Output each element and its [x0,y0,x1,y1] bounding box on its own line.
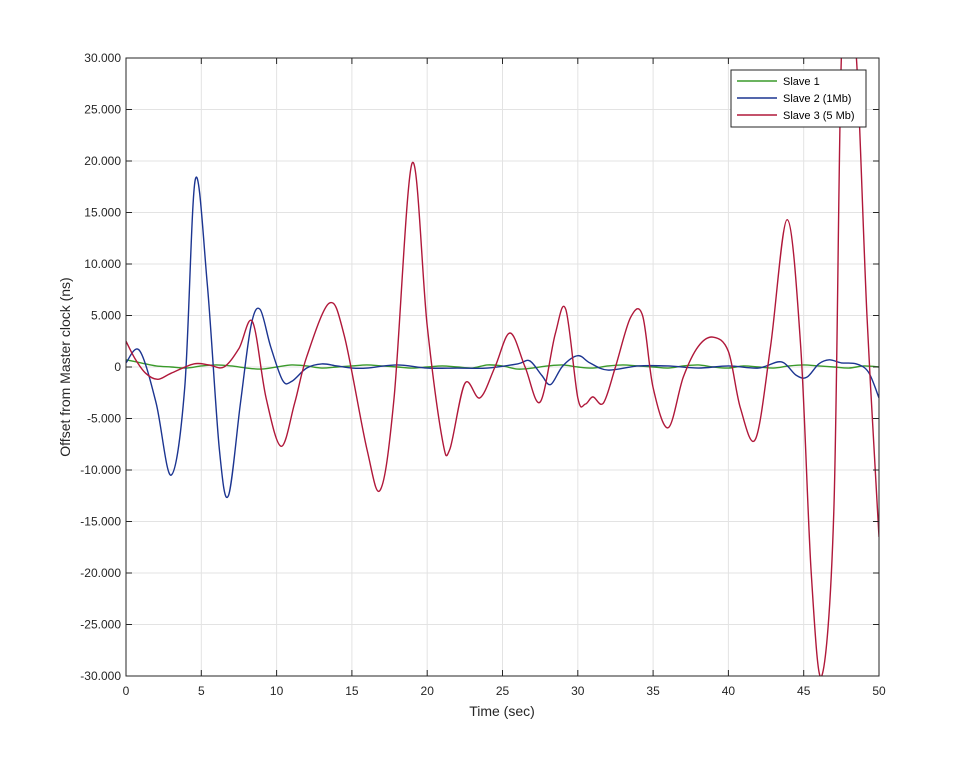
y-tick-label: 10.000 [84,257,121,271]
legend-label: Slave 3 (5 Mb) [783,110,855,122]
x-tick-label: 25 [496,684,510,698]
series-line-3 [126,58,879,676]
x-tick-label: 10 [270,684,284,698]
y-tick-label: -30.000 [80,669,121,683]
axis-ticks [125,57,880,677]
x-axis-label: Time (sec) [469,703,535,719]
y-tick-labels: -30.000 -25.000 -20.000 -15.000 -10.000 -5.00… [80,51,121,683]
y-tick-label: 5.000 [91,309,121,323]
x-tick-label: 20 [421,684,435,698]
legend-label: Slave 1 [783,76,820,88]
y-tick-label: 25.000 [84,103,121,117]
y-tick-label: -15.000 [80,515,121,529]
x-tick-label: 5 [198,684,205,698]
x-tick-label: 15 [345,684,359,698]
series-line-2 [126,176,879,499]
y-tick-label: 20.000 [84,154,121,168]
y-tick-label: -25.000 [80,618,121,632]
x-tick-label: 0 [123,684,130,698]
y-tick-label: 0 [114,360,121,374]
x-tick-label: 40 [722,684,736,698]
x-tick-labels: 0 5 10 15 20 25 30 35 40 45 50 [123,684,886,698]
y-tick-label: 15.000 [84,206,121,220]
series-layer [126,58,879,676]
x-tick-label: 45 [797,684,811,698]
y-tick-label: 30.000 [84,51,121,65]
y-tick-label: -20.000 [80,566,121,580]
x-tick-label: 35 [646,684,660,698]
y-tick-label: -10.000 [80,463,121,477]
y-axis-label: Offset from Master clock (ns) [57,277,73,456]
x-tick-label: 30 [571,684,585,698]
x-tick-label: 50 [872,684,886,698]
y-tick-label: -5.000 [87,412,121,426]
legend-label: Slave 2 (1Mb) [783,93,851,105]
legend: Slave 1 Slave 2 (1Mb) Slave 3 (5 Mb) [730,69,867,128]
